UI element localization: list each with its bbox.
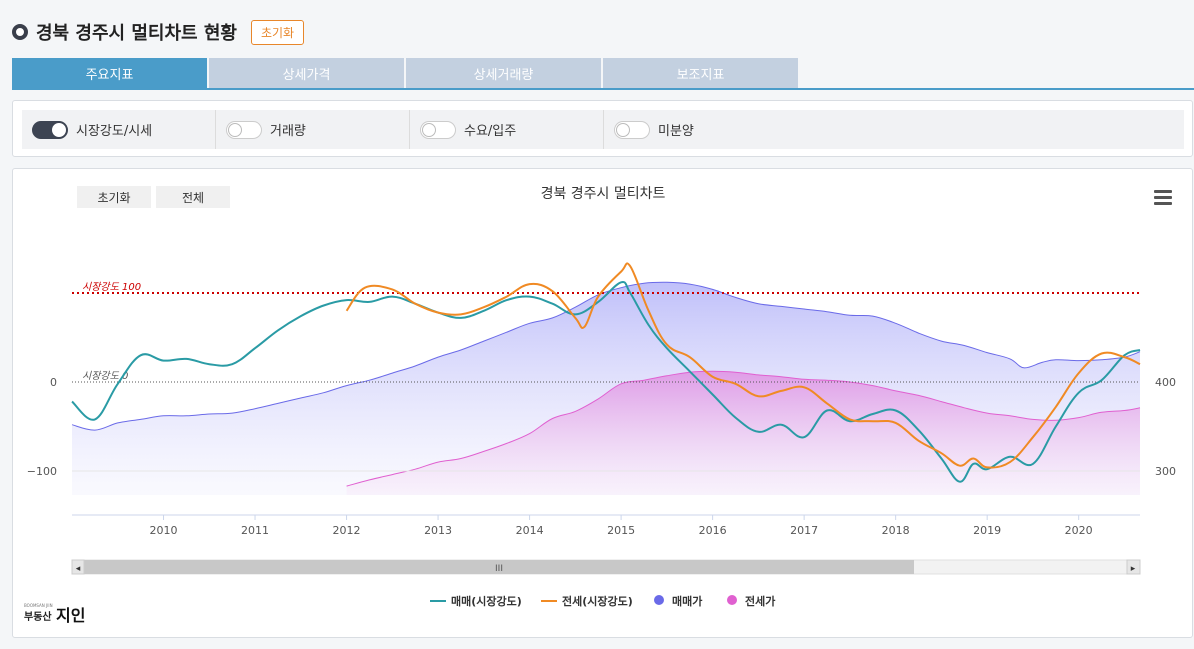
chart-reset-button[interactable]: 초기화 xyxy=(77,186,151,208)
toggle-switch[interactable] xyxy=(32,120,68,139)
chart-all-button[interactable]: 전체 xyxy=(156,186,230,208)
radio-icon xyxy=(12,24,28,40)
toggle-market-strength[interactable]: 시장강도/시세 xyxy=(22,110,216,149)
toggle-demand-supply[interactable]: 수요/입주 xyxy=(410,110,604,149)
tab-sub-indicators[interactable]: 보조지표 xyxy=(603,58,798,88)
toggle-switch[interactable] xyxy=(420,120,456,139)
chart-panel xyxy=(12,168,1193,638)
toggle-switch[interactable] xyxy=(226,120,262,139)
hamburger-menu-icon[interactable] xyxy=(1154,190,1172,206)
tab-main-indicators[interactable]: 주요지표 xyxy=(12,58,207,88)
toggle-label: 미분양 xyxy=(658,124,694,139)
header: 경북 경주시 멀티차트 현황 초기화 xyxy=(12,14,305,50)
tab-bar: 주요지표 상세가격 상세거래량 보조지표 xyxy=(12,58,1194,90)
page-title: 경북 경주시 멀티차트 현황 xyxy=(36,23,237,44)
tab-detail-volume[interactable]: 상세거래량 xyxy=(406,58,601,88)
toggle-volume[interactable]: 거래량 xyxy=(216,110,410,149)
toggle-unsold[interactable]: 미분양 xyxy=(604,110,798,149)
toggle-panel: 시장강도/시세 거래량 수요/입주 미분양 xyxy=(12,100,1193,157)
tab-detail-price[interactable]: 상세가격 xyxy=(209,58,404,88)
toggle-label: 거래량 xyxy=(270,124,306,139)
toggle-label: 시장강도/시세 xyxy=(76,124,153,139)
toggle-switch[interactable] xyxy=(614,120,650,139)
reset-button[interactable]: 초기화 xyxy=(250,19,305,45)
toggle-label: 수요/입주 xyxy=(464,124,517,139)
